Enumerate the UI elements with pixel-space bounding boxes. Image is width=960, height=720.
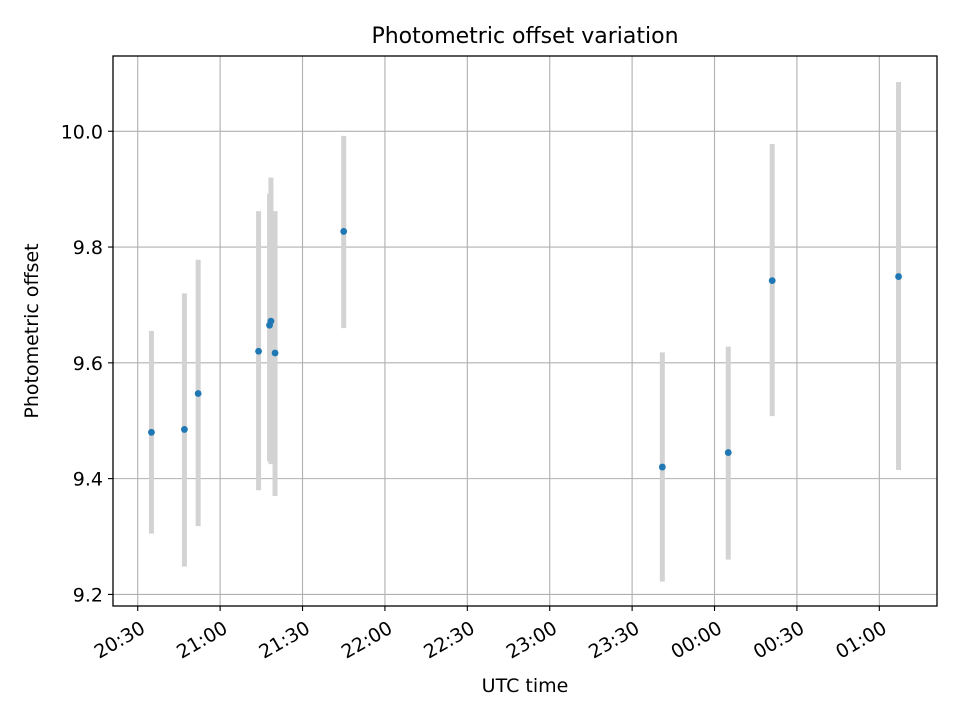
x-tick-label: 00:00 (667, 617, 725, 663)
x-axis-label: UTC time (482, 675, 569, 697)
data-point (267, 317, 275, 325)
x-tick-label: 20:30 (91, 617, 149, 663)
y-axis-label: Photometric offset (21, 243, 43, 418)
data-point (148, 428, 155, 436)
y-tick-label: 9.2 (73, 584, 103, 606)
x-tick-label: 22:00 (338, 617, 396, 663)
x-tick-label: 22:30 (420, 617, 478, 663)
y-tick-label: 9.6 (73, 353, 103, 375)
data-point (340, 228, 348, 235)
y-axis: 9.2 9.4 9.6 9.8 10.0 (61, 121, 113, 606)
y-tick-label: 9.8 (73, 237, 103, 259)
data-point (194, 390, 202, 397)
x-tick-label: 23:30 (585, 617, 643, 663)
grid (113, 56, 937, 606)
y-tick-label: 10.0 (61, 121, 103, 143)
data-point (181, 426, 188, 433)
x-axis: 20:30 21:00 21:30 22:00 22:30 23:00 23:30 00:00… (91, 606, 891, 663)
plot-frame (112, 55, 938, 607)
data-point (895, 273, 902, 280)
data-points (148, 228, 902, 471)
x-tick-label: 00:30 (750, 617, 808, 663)
data-point (658, 463, 666, 471)
data-point (255, 347, 262, 355)
y-tick-label: 9.4 (73, 469, 103, 491)
x-tick-label: 23:00 (503, 617, 561, 663)
chart-title: Photometric offset variation (371, 24, 678, 49)
x-tick-label: 21:00 (173, 617, 231, 663)
data-point (768, 277, 776, 285)
data-point (724, 449, 732, 456)
x-tick-label: 01:00 (832, 617, 890, 663)
error-bars (148, 82, 902, 582)
x-tick-label: 21:30 (255, 617, 313, 663)
data-point (271, 349, 279, 357)
